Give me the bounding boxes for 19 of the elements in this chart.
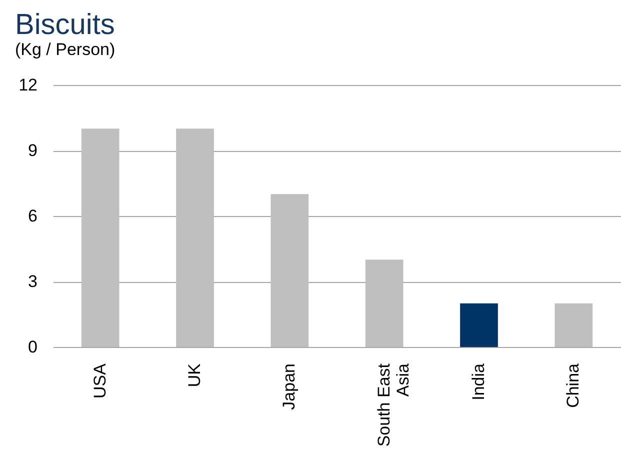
bar xyxy=(176,128,214,347)
y-tick-label: 3 xyxy=(28,272,38,291)
x-tick-label: UK xyxy=(185,362,204,388)
x-tick-label: South East Asia xyxy=(374,362,412,447)
x-tick-label: Japan xyxy=(280,364,299,410)
x-tick-label: USA xyxy=(90,362,110,398)
y-tick-label: 6 xyxy=(28,206,38,226)
y-tick-label: 0 xyxy=(28,338,38,356)
x-tick-label: India xyxy=(469,362,488,400)
bar xyxy=(554,303,593,347)
chart-title: Biscuits xyxy=(15,9,115,41)
y-tick-label: 9 xyxy=(28,141,38,160)
bar xyxy=(460,303,498,347)
bar xyxy=(81,128,120,347)
x-tick-label: China xyxy=(564,362,583,408)
chart-subtitle: (Kg / Person) xyxy=(15,40,116,59)
bar xyxy=(270,194,309,347)
y-tick-label: 12 xyxy=(18,76,38,94)
bar xyxy=(365,260,404,347)
